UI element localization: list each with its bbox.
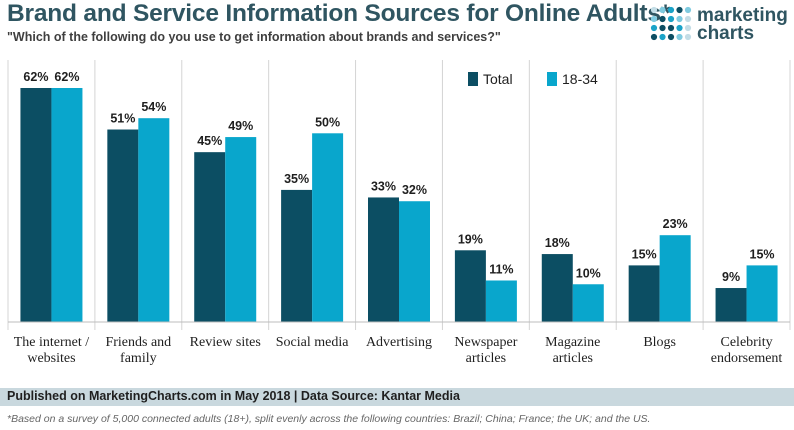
data-label: 45%: [197, 134, 222, 148]
data-label: 23%: [663, 217, 688, 231]
category-label: Social media: [276, 335, 349, 350]
logo-dot: [684, 15, 692, 23]
legend-label: Total: [483, 71, 513, 87]
bar: [51, 88, 83, 322]
data-label: 32%: [402, 183, 427, 197]
logo-dot: [659, 15, 666, 23]
legend-swatch: [468, 72, 478, 86]
logo-dot: [676, 6, 683, 14]
logo-word-marketing: marketing: [697, 5, 788, 26]
data-label: 35%: [284, 172, 309, 186]
bar: [138, 118, 170, 323]
logo-dot: [659, 6, 666, 14]
logo-dot: [667, 15, 675, 23]
logo-dot: [684, 33, 692, 41]
bar: [312, 133, 344, 322]
bar: [628, 265, 660, 322]
data-label: 51%: [110, 112, 135, 126]
data-label: 18%: [545, 236, 570, 250]
logo-dot: [659, 33, 666, 41]
bar: [20, 88, 52, 322]
bar: [225, 137, 257, 322]
logo-dot: [684, 24, 692, 32]
data-label: 54%: [141, 100, 166, 114]
bar: [485, 280, 517, 322]
chart-title: Brand and Service Information Sources fo…: [7, 0, 671, 27]
data-label: 49%: [228, 119, 253, 133]
logo-dot: [659, 24, 666, 32]
logo-dot: [667, 6, 675, 14]
bar-chart: 62% 62% The internet /websites 51% 54% Friend…: [7, 60, 791, 366]
category-label: Celebrity: [721, 335, 773, 350]
data-label: 15%: [632, 247, 657, 261]
category-label: endorsement: [711, 351, 783, 366]
data-label: 19%: [458, 232, 483, 246]
logo-word-charts: charts: [697, 23, 755, 44]
marketingcharts-logo: marketing charts: [650, 4, 790, 44]
logo-dots-icon: [650, 6, 692, 41]
category-label: Friends and: [105, 335, 171, 350]
category-label: Newspaper: [454, 335, 517, 350]
bar: [659, 235, 691, 322]
bar: [194, 152, 226, 322]
bar: [368, 197, 399, 322]
category-label: articles: [553, 351, 593, 366]
category-label: websites: [27, 351, 75, 366]
bar: [399, 201, 430, 322]
category-label: Magazine: [545, 335, 600, 350]
bar: [107, 129, 139, 322]
legend-swatch: [547, 72, 557, 86]
category-label: Blogs: [643, 335, 676, 350]
data-label: 15%: [750, 247, 775, 261]
logo-dot: [650, 24, 658, 32]
legend-label: 18-34: [562, 71, 598, 87]
logo-dot: [650, 6, 658, 14]
chart-subtitle: "Which of the following do you use to ge…: [7, 30, 501, 44]
logo-dot: [676, 33, 683, 41]
footer-bar: Published on MarketingCharts.com in May …: [0, 388, 794, 406]
data-label: 62%: [54, 70, 79, 84]
logo-dot: [676, 24, 683, 32]
category-label: family: [120, 351, 157, 366]
data-label: 62%: [23, 70, 48, 84]
bar: [541, 254, 573, 322]
logo-dot: [650, 15, 658, 23]
logo-dot: [676, 15, 683, 23]
bar: [454, 250, 486, 322]
bar: [572, 284, 604, 322]
bar: [715, 288, 747, 322]
data-label: 10%: [576, 266, 601, 280]
logo-dot: [650, 33, 658, 41]
data-label: 33%: [371, 179, 396, 193]
bar: [281, 189, 313, 322]
data-label: 50%: [315, 115, 340, 129]
survey-footnote: *Based on a survey of 5,000 connected ad…: [7, 413, 651, 425]
category-label: The internet /: [14, 335, 90, 350]
logo-dot: [667, 33, 675, 41]
bar: [746, 265, 778, 322]
data-label: 9%: [722, 270, 740, 284]
data-label: 11%: [489, 262, 513, 276]
category-label: Advertising: [366, 335, 432, 350]
logo-dot: [667, 24, 675, 32]
source-credit: Published on MarketingCharts.com in May …: [7, 389, 460, 403]
category-label: articles: [466, 351, 506, 366]
logo-dot: [684, 6, 692, 14]
category-label: Review sites: [190, 335, 261, 350]
